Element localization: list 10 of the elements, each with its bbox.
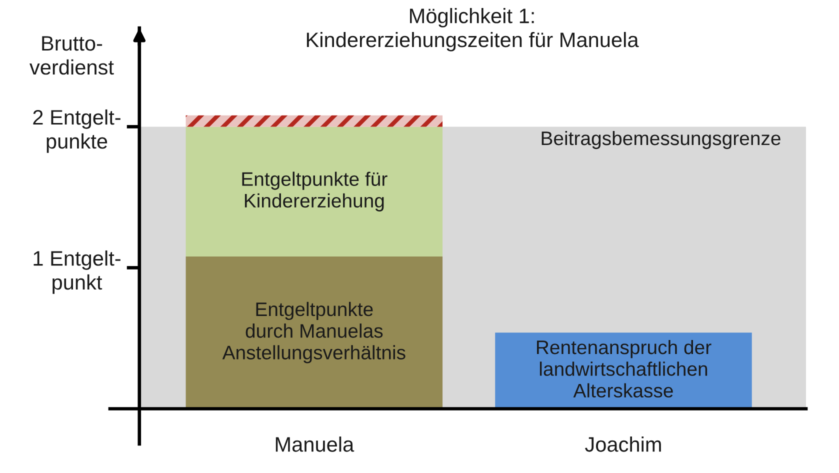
y-tick-label: 1 Entgelt- punkt	[34, 250, 120, 294]
chart-title: Möglichkeit 1: Kindererziehungszeiten für Manuela	[306, 8, 639, 52]
y-tick-label: 2 Entgelt- punkte	[33, 109, 120, 153]
band-label: Beitragsbemessungsgrenze	[542, 130, 780, 150]
series-label: Entgeltpunkte durch Manuelas Anstellungsverhältnis	[222, 302, 406, 364]
x-tick-label: Manuela	[276, 436, 354, 452]
series-label: Rentenanspruch der landwirtschaftlichen Alterskasse	[536, 340, 712, 398]
x-tick-label: Joachim	[585, 436, 661, 452]
series-label: Entgeltpunkte für Kindererziehung	[242, 172, 388, 212]
y-axis-title: Brutto- verdienst	[30, 36, 114, 75]
